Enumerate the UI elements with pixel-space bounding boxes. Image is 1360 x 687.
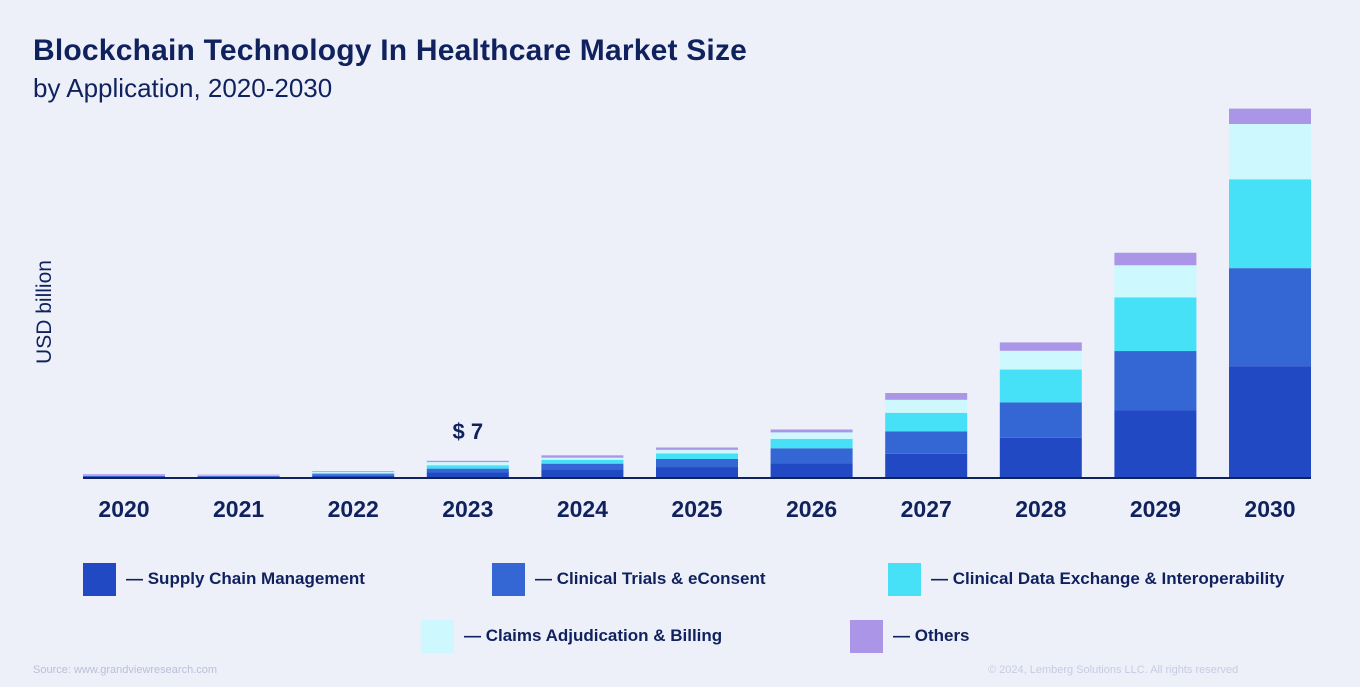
bar-2027-series-0 xyxy=(885,453,968,478)
legend-label: — Clinical Data Exchange & Interoperabil… xyxy=(931,569,1285,588)
legend-swatch xyxy=(83,562,116,596)
bar-2024-series-2 xyxy=(541,459,624,464)
x-tick-label: 2022 xyxy=(328,496,379,522)
bar-2021-series-1 xyxy=(197,475,280,477)
x-tick-label: 2020 xyxy=(98,496,149,522)
bar-2026-series-4 xyxy=(770,429,853,433)
bar-2022-series-3 xyxy=(312,472,395,473)
bar-2025-series-4 xyxy=(656,447,738,450)
copyright-note: © 2024, Lemberg Solutions LLC. All right… xyxy=(988,664,1239,676)
legend-swatch xyxy=(888,562,921,596)
bar-2029-series-1 xyxy=(1114,351,1197,411)
bar-2023-series-2 xyxy=(426,465,509,469)
legend-swatch xyxy=(492,562,525,596)
bar-2024-series-1 xyxy=(541,463,624,470)
bar-2030-series-0 xyxy=(1229,366,1311,478)
bar-2027-series-1 xyxy=(885,431,968,454)
bar-2024-series-3 xyxy=(541,457,624,460)
bar-2027-series-4 xyxy=(885,393,968,400)
bar-2020-series-4 xyxy=(83,474,165,475)
bar-2028-series-0 xyxy=(999,437,1082,478)
legend-item: — Clinical Data Exchange & Interoperabil… xyxy=(888,562,1284,596)
bar-2023-series-1 xyxy=(426,468,509,473)
x-tick-label: 2029 xyxy=(1130,496,1181,522)
bar-2025-series-2 xyxy=(656,453,738,459)
bar-2028-series-3 xyxy=(999,350,1082,370)
bar-2022-series-2 xyxy=(312,472,395,475)
bar-2026-series-1 xyxy=(770,448,853,464)
x-tick-label: 2028 xyxy=(1015,496,1066,522)
bar-2029-series-3 xyxy=(1114,265,1197,298)
bar-2022-series-0 xyxy=(312,475,395,478)
bar-2023-series-4 xyxy=(426,460,509,463)
bar-2027-series-2 xyxy=(885,412,968,432)
legend-item: — Claims Adjudication & Billing xyxy=(421,619,722,653)
legend-item: — Supply Chain Management xyxy=(83,562,365,596)
legend-label: — Supply Chain Management xyxy=(126,569,365,588)
chart-title: Blockchain Technology In Healthcare Mark… xyxy=(33,34,748,67)
legend-swatch xyxy=(850,619,883,653)
legend-item: — Others xyxy=(850,619,970,653)
legend-label: — Others xyxy=(893,626,970,645)
legend-swatch xyxy=(421,619,454,653)
bar-2025-series-3 xyxy=(656,449,738,454)
bar-2020-series-1 xyxy=(83,475,165,477)
bar-2026-series-2 xyxy=(770,438,853,449)
bar-2021-series-4 xyxy=(197,474,280,476)
bar-2030-series-1 xyxy=(1229,268,1311,367)
bar-2028-series-1 xyxy=(999,402,1082,438)
bar-2023-series-0 xyxy=(426,472,509,478)
chart-subtitle: by Application, 2020-2030 xyxy=(33,73,333,103)
y-axis-label: USD billion xyxy=(33,260,56,364)
bar-2028-series-4 xyxy=(999,342,1082,351)
bar-2025-series-1 xyxy=(656,458,738,468)
x-tick-label: 2030 xyxy=(1244,496,1295,522)
x-tick-label: 2024 xyxy=(557,496,608,522)
bar-2024-series-4 xyxy=(541,455,624,458)
bar-2030-series-2 xyxy=(1229,179,1311,269)
x-tick-label: 2025 xyxy=(671,496,722,522)
x-tick-label: 2027 xyxy=(901,496,952,522)
data-label: $ 7 xyxy=(453,419,484,444)
bar-2027-series-3 xyxy=(885,399,968,413)
x-tick-label: 2026 xyxy=(786,496,837,522)
bar-2024-series-0 xyxy=(541,469,624,478)
bar-2020-series-2 xyxy=(83,475,165,476)
bar-2029-series-0 xyxy=(1114,410,1197,478)
bar-2025-series-0 xyxy=(656,467,738,478)
legend-item: — Clinical Trials & eConsent xyxy=(492,562,766,596)
source-note: Source: www.grandviewresearch.com xyxy=(33,664,218,676)
bar-2022-series-1 xyxy=(312,474,395,476)
bar-2028-series-2 xyxy=(999,369,1082,403)
x-tick-label: 2023 xyxy=(442,496,493,522)
bar-2022-series-4 xyxy=(312,471,395,472)
bar-2023-series-3 xyxy=(426,462,509,466)
legend-label: — Clinical Trials & eConsent xyxy=(535,569,766,588)
x-tick-label: 2021 xyxy=(213,496,264,522)
bar-2026-series-0 xyxy=(770,463,853,478)
bar-2029-series-4 xyxy=(1114,252,1197,266)
legend-label: — Claims Adjudication & Billing xyxy=(464,626,723,645)
bar-2030-series-3 xyxy=(1229,123,1311,180)
bar-2029-series-2 xyxy=(1114,297,1197,352)
bar-2026-series-3 xyxy=(770,432,853,439)
bar-2030-series-4 xyxy=(1229,108,1311,124)
